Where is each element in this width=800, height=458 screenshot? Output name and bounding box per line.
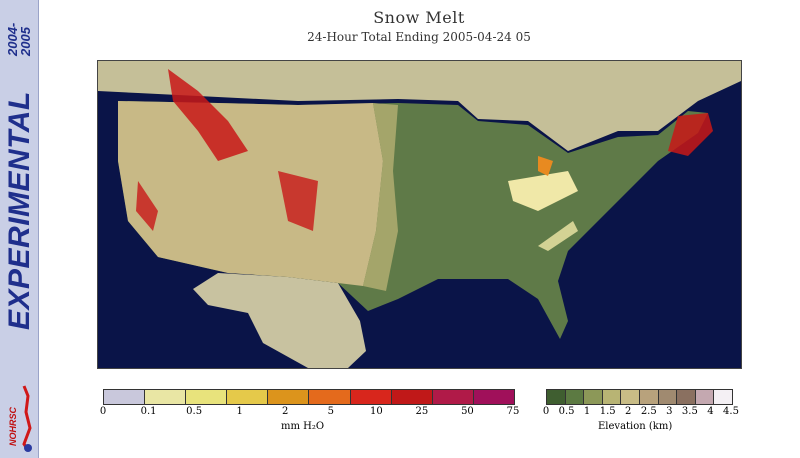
elevation-legend-swatch (695, 390, 715, 404)
melt-legend-swatch (309, 390, 351, 404)
elevation-legend-swatch (714, 390, 732, 404)
elevation-legend-tick-label: 2 (625, 406, 632, 417)
elevation-legend-tick-label: 0.5 (558, 406, 575, 417)
great-plains (363, 103, 398, 291)
elevation-legend-tick-label: 3 (666, 406, 673, 417)
map-subtitle: 24-Hour Total Ending 2005-04-24 05 (307, 30, 531, 44)
elevation-legend-swatch (602, 390, 622, 404)
melt-legend-tick-label: 0.1 (140, 406, 157, 417)
elevation-legend-tick-label: 1.5 (599, 406, 616, 417)
michigan-peak-melt (538, 156, 553, 176)
melt-legend-bar (103, 389, 515, 405)
northern-rockies-melt (168, 69, 248, 161)
lower-michigan-melt (508, 171, 578, 211)
melt-legend-swatch (473, 390, 514, 404)
melt-legend-tick-label: 10 (369, 406, 383, 417)
elevation-legend-swatch (621, 390, 640, 404)
elevation-legend-tick-label: 2.5 (640, 406, 657, 417)
elevation-legend-swatch (677, 390, 696, 404)
melt-legend-swatch (350, 390, 392, 404)
melt-legend-tick-label: 75 (506, 406, 520, 417)
experimental-sidebar: 2004- 2005 EXPERIMENTAL NOHRSC (0, 0, 39, 458)
snow-melt-map (97, 60, 742, 369)
elevation-legend-swatch (565, 390, 585, 404)
melt-legend-tick-label: 0.5 (186, 406, 203, 417)
melt-legend-tick-label: 0 (99, 406, 107, 417)
elevation-legend-tick-label: 4 (707, 406, 714, 417)
melt-legend-tick-label: 25 (415, 406, 429, 417)
melt-legend-swatch (391, 390, 433, 404)
elevation-legend-bar (546, 389, 733, 405)
melt-legend-swatch (145, 390, 187, 404)
season-year-end: 2005 (18, 27, 33, 56)
appalachian-melt (538, 221, 578, 251)
melt-legend: 0 0.1 0.5 1 2 5 10 25 50 75 mm H₂O (99, 389, 519, 434)
sierra-nevada-melt (136, 181, 158, 231)
melt-legend-swatch (104, 390, 146, 404)
elevation-legend-swatch (658, 390, 678, 404)
new-england-melt (668, 113, 713, 156)
melt-legend-swatch (268, 390, 310, 404)
western-highlands (118, 101, 383, 286)
elevation-legend-tick-label: 3.5 (681, 406, 698, 417)
elevation-legend: 0 0.5 1 1.5 2 2.5 3 3.5 4 4.5 Elevation (km) (542, 389, 739, 434)
melt-legend-swatch (227, 390, 269, 404)
canada-land (98, 61, 741, 151)
melt-legend-tick-label: 2 (282, 406, 289, 417)
elevation-legend-unit: Elevation (km) (598, 421, 673, 432)
elevation-legend-tick-label: 4.5 (723, 406, 739, 417)
melt-legend-tick-label: 1 (236, 406, 243, 417)
melt-legend-swatch (186, 390, 228, 404)
melt-legend-swatch (432, 390, 474, 404)
nohrsc-logo: NOHRSC (8, 385, 32, 452)
elevation-legend-swatch (584, 390, 603, 404)
nohrsc-logo-text: NOHRSC (8, 406, 18, 446)
melt-legend-tick-label: 50 (461, 406, 474, 417)
melt-legend-tick-label: 5 (327, 406, 334, 417)
map-title: Snow Melt (373, 8, 465, 27)
elevation-legend-tick-label: 0 (542, 406, 550, 417)
elevation-legend-tick-label: 1 (583, 406, 591, 417)
elevation-legend-swatch (639, 390, 659, 404)
colorado-rockies-melt (278, 171, 318, 231)
experimental-label: EXPERIMENTAL (3, 91, 36, 330)
melt-legend-unit: mm H₂O (281, 421, 325, 432)
elevation-legend-swatch (547, 390, 566, 404)
mexico-land (193, 273, 366, 368)
